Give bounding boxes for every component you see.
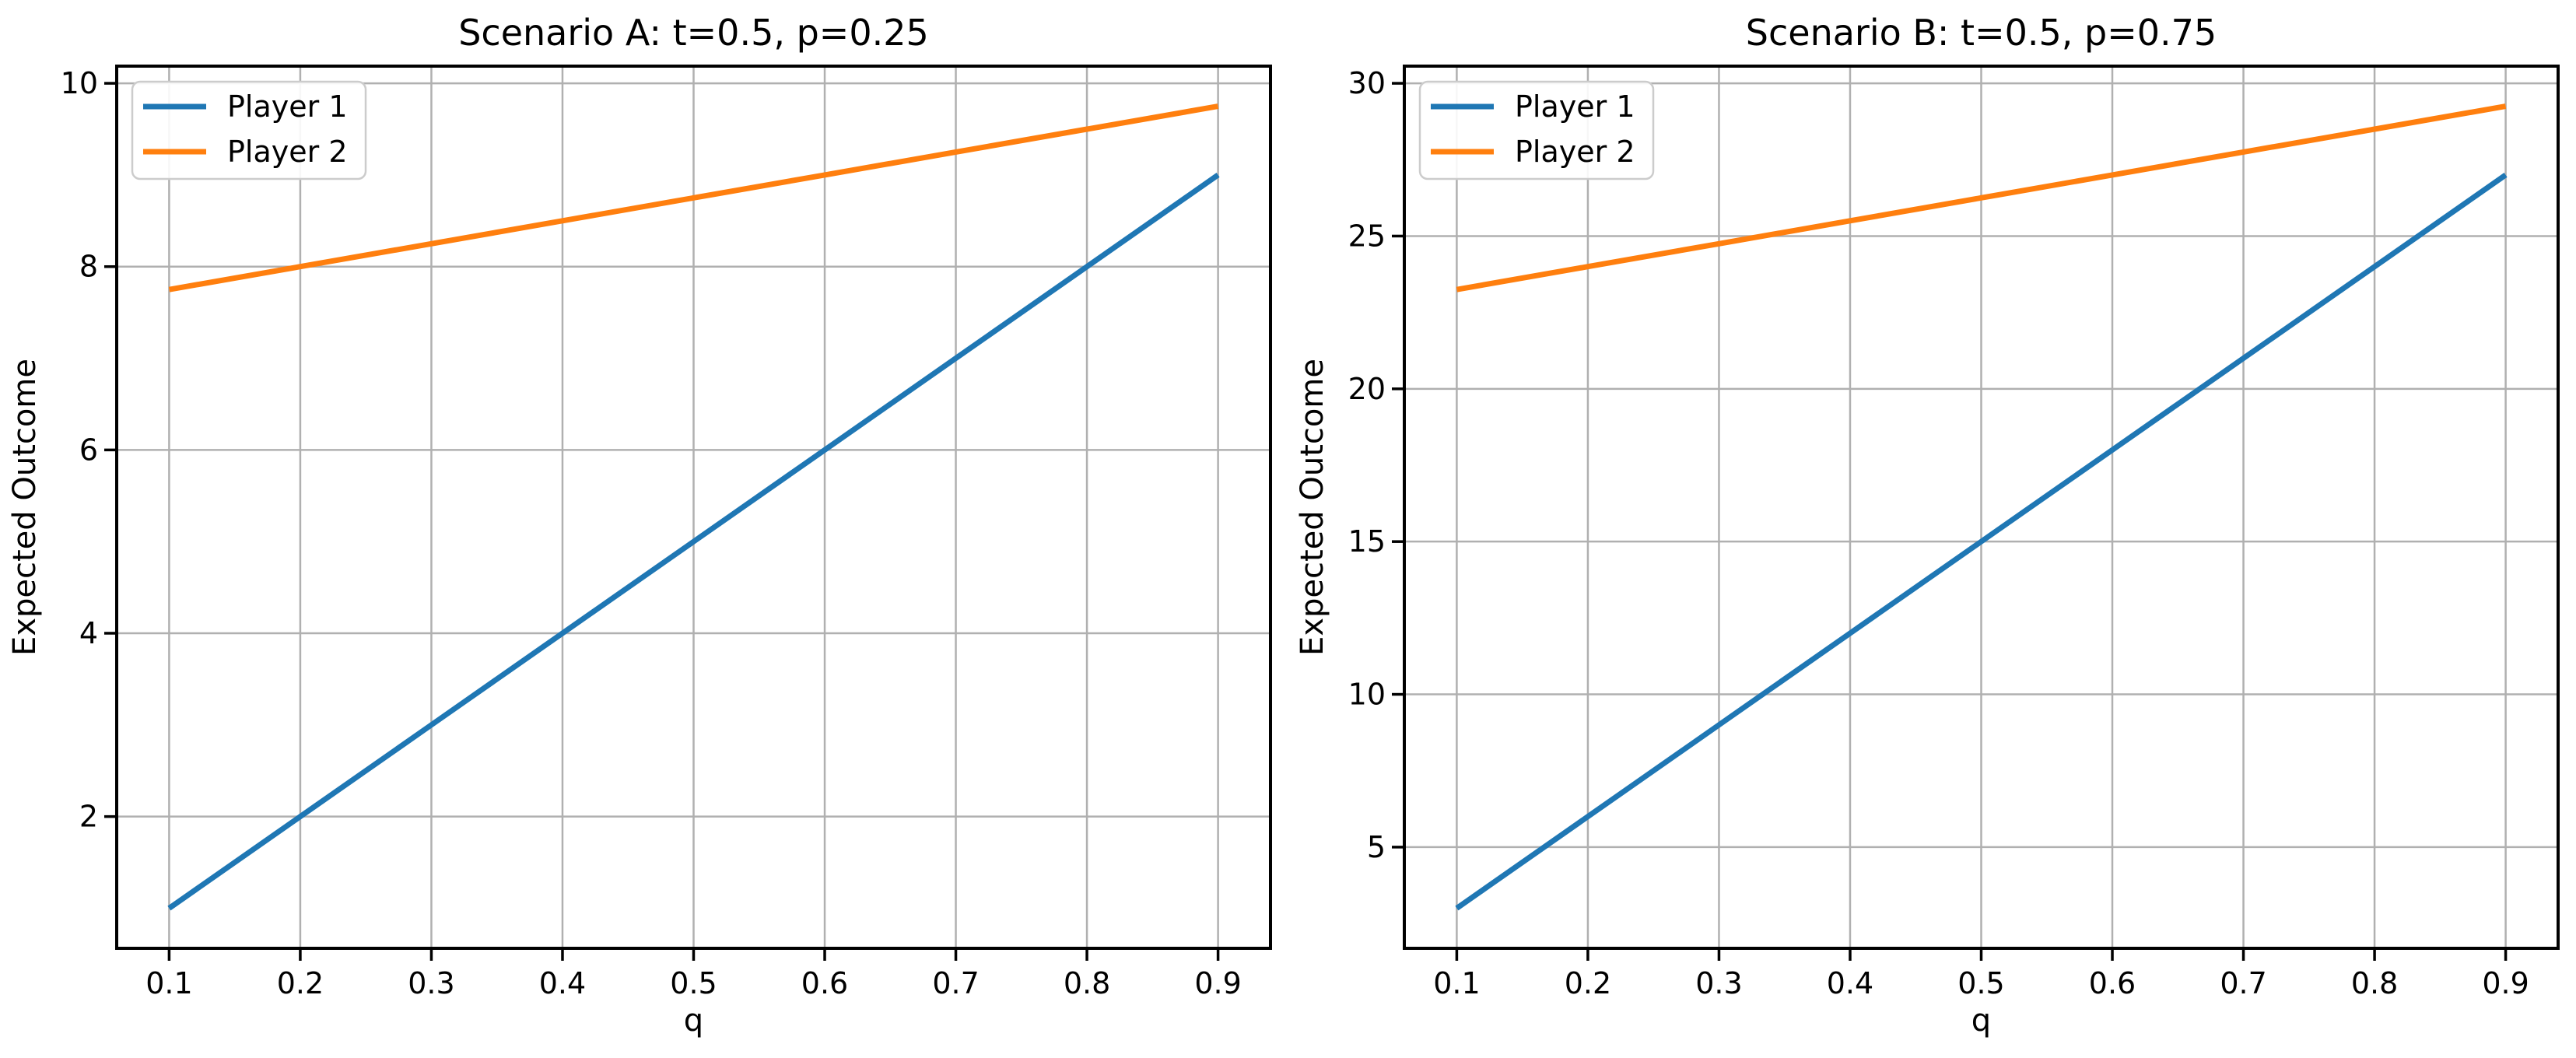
y-axis-label: Expected Outcome <box>7 359 43 656</box>
x-tick-label: 0.5 <box>670 966 717 1000</box>
chart-title: Scenario B: t=0.5, p=0.75 <box>1746 12 2217 54</box>
legend: Player 1 Player 2 <box>131 80 367 180</box>
series-line-player-1 <box>167 173 1220 911</box>
y-tick-label: 5 <box>1367 830 1386 864</box>
y-tick-label: 30 <box>1348 66 1386 100</box>
x-tick-label: 0.3 <box>1695 966 1742 1000</box>
y-tick-label: 15 <box>1348 524 1386 559</box>
legend-label: Player 2 <box>227 135 348 169</box>
scenario-a-chart: 0.1 0.2 0.3 0.4 0.5 0.6 0.7 0.8 0.9 2 4 6 8 10 Scenari… <box>7 12 1272 1039</box>
series-line-player-2 <box>168 103 1219 293</box>
x-tick-label: 0.7 <box>932 966 979 1000</box>
y-tick-label: 25 <box>1348 219 1386 253</box>
x-tick-label: 0.5 <box>1957 966 2004 1000</box>
legend-label: Player 1 <box>227 89 348 124</box>
x-tick-label: 0.8 <box>2351 966 2398 1000</box>
y-tick-label: 10 <box>1348 678 1386 712</box>
series-line-player-2 <box>1456 103 2507 293</box>
x-tick-label: 0.2 <box>1565 966 1611 1000</box>
x-tick-label: 0.2 <box>277 966 324 1000</box>
x-tick-label: 0.9 <box>2482 966 2529 1000</box>
series-line-player-1 <box>1455 173 2508 911</box>
scenario-b-chart: 0.1 0.2 0.3 0.4 0.5 0.6 0.7 0.8 0.9 5 10 15 20 25 30 Sc… <box>1295 12 2560 1039</box>
x-tick-label: 0.6 <box>801 966 848 1000</box>
x-tick-label: 0.4 <box>539 966 586 1000</box>
y-tick-label: 6 <box>79 433 98 467</box>
legend-label: Player 1 <box>1515 89 1635 124</box>
chart-title: Scenario A: t=0.5, p=0.25 <box>458 12 929 54</box>
y-tick-label: 10 <box>61 66 98 100</box>
x-tick-label: 0.7 <box>2220 966 2266 1000</box>
x-tick-label: 0.1 <box>145 966 192 1000</box>
x-tick-label: 0.4 <box>1827 966 1873 1000</box>
x-tick-label: 0.9 <box>1194 966 1241 1000</box>
y-tick-label: 20 <box>1348 372 1386 406</box>
x-axis-label: q <box>684 1003 703 1039</box>
legend-label: Player 2 <box>1515 135 1635 169</box>
y-tick-label: 8 <box>79 250 98 284</box>
x-tick-label: 0.6 <box>2089 966 2136 1000</box>
y-axis-label: Expected Outcome <box>1295 359 1330 656</box>
x-tick-label: 0.1 <box>1433 966 1480 1000</box>
y-tick-label: 4 <box>79 616 98 650</box>
legend: Player 1 Player 2 <box>1418 80 1655 180</box>
x-tick-label: 0.3 <box>408 966 454 1000</box>
x-axis-label: q <box>1971 1003 1991 1039</box>
x-tick-label: 0.8 <box>1064 966 1110 1000</box>
y-tick-label: 2 <box>79 800 98 834</box>
